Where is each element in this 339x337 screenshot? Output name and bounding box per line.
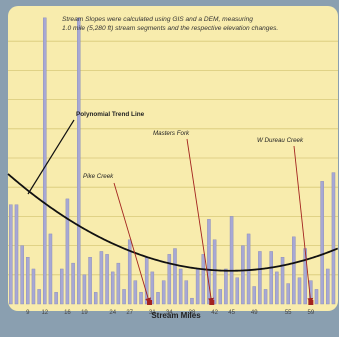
bar <box>76 17 81 305</box>
x-tick-label: 45 <box>228 310 235 316</box>
x-axis-label: Stream Miles <box>151 311 201 320</box>
bar <box>297 277 302 305</box>
bar <box>229 216 234 305</box>
bar <box>314 289 319 305</box>
bar <box>20 245 24 305</box>
bar <box>65 198 70 305</box>
x-tick-label: 34 <box>166 310 173 316</box>
x-tick-label: 42 <box>211 310 218 316</box>
polynomial-trend-line <box>7 173 339 272</box>
chart-title: Stream Slopes were calculated using GIS … <box>62 16 278 32</box>
bar <box>99 251 104 305</box>
bar <box>235 277 239 305</box>
x-tick-label: 19 <box>81 310 88 316</box>
x-axis-ticks: 9 12 16 19 24 27 31 34 38 42 45 49 55 59 <box>26 310 315 316</box>
bar <box>190 297 194 305</box>
bar <box>184 280 189 305</box>
annotation-arrow <box>293 145 314 304</box>
annotation-label: Masters Fork <box>153 130 190 137</box>
bar <box>116 262 121 305</box>
annotation-label: W Dureau Creek <box>257 137 304 144</box>
x-tick-label: 55 <box>285 310 292 316</box>
annotation-arrow <box>186 138 214 304</box>
bar <box>212 239 217 305</box>
bar <box>292 236 296 305</box>
annotations: Polynomial Trend Line Pike Creek Masters F… <box>27 111 314 305</box>
x-tick-label: 9 <box>26 310 30 316</box>
bar <box>14 204 19 305</box>
annotation-arrow <box>113 182 151 304</box>
bar <box>88 257 92 305</box>
bar-series <box>9 17 336 305</box>
bar <box>280 257 285 305</box>
bar <box>207 219 211 305</box>
bar <box>37 289 41 305</box>
x-tick-label: 59 <box>307 310 314 316</box>
bar <box>26 257 30 305</box>
bar <box>60 268 64 305</box>
bar <box>224 268 228 305</box>
annotation-label: Polynomial Trend Line <box>76 111 145 118</box>
x-tick-label: 12 <box>41 310 48 316</box>
x-tick-label: 49 <box>251 310 258 316</box>
bar <box>105 254 109 305</box>
bar <box>269 251 273 305</box>
annotation-arrow <box>27 119 75 195</box>
bar <box>320 181 324 305</box>
bar <box>178 268 183 305</box>
bar <box>201 254 206 305</box>
bar <box>167 254 172 305</box>
bar <box>286 283 290 305</box>
bar <box>43 17 47 305</box>
bar <box>54 292 58 305</box>
bar <box>139 292 143 305</box>
bar <box>150 271 155 305</box>
bar <box>93 292 98 305</box>
bar <box>161 280 166 305</box>
annotation-label: Pike Creek <box>83 173 114 180</box>
bar <box>48 233 53 305</box>
bar <box>173 248 177 305</box>
bar <box>331 172 336 305</box>
bar <box>31 268 36 305</box>
x-tick-label: 16 <box>64 310 71 316</box>
bar <box>110 271 115 305</box>
bar <box>258 251 262 305</box>
x-tick-label: 31 <box>149 310 156 316</box>
bar <box>133 280 138 305</box>
bar <box>9 204 13 305</box>
x-tick-label: 24 <box>109 310 116 316</box>
bar <box>71 262 75 305</box>
bar <box>156 292 160 305</box>
x-tick-label: 27 <box>126 310 133 316</box>
bar <box>263 289 268 305</box>
bar <box>122 289 126 305</box>
bar <box>127 239 132 305</box>
bar <box>326 268 330 305</box>
bar <box>82 274 87 305</box>
bar <box>246 233 251 305</box>
bar <box>218 289 223 305</box>
bar <box>275 271 279 305</box>
x-tick-label: 38 <box>189 310 196 316</box>
bar <box>241 245 245 305</box>
bar <box>252 286 256 305</box>
bar <box>195 268 200 305</box>
plot-area <box>8 6 338 311</box>
